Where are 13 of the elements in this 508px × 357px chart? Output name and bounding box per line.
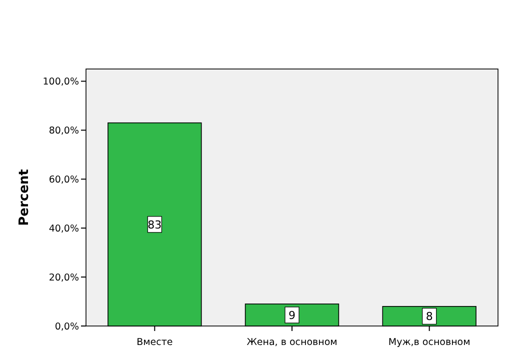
y-tick-label: 100,0%: [42, 76, 79, 88]
y-tick-label: 20,0%: [48, 272, 79, 284]
y-tick-label: 60,0%: [48, 174, 79, 186]
y-tick-label: 40,0%: [48, 224, 79, 235]
y-tick-label: 0,0%: [54, 322, 79, 332]
y-tick-label: 80,0%: [48, 126, 79, 137]
x-tick-label: Вместе: [136, 337, 173, 348]
data-label: 83: [148, 218, 162, 232]
data-label: 8: [426, 310, 433, 324]
x-tick-label: Муж,в основном: [388, 337, 470, 348]
y-axis-title: Percent: [17, 169, 32, 226]
x-tick-label: Жена, в основном: [246, 337, 338, 348]
data-label: 9: [288, 308, 296, 322]
